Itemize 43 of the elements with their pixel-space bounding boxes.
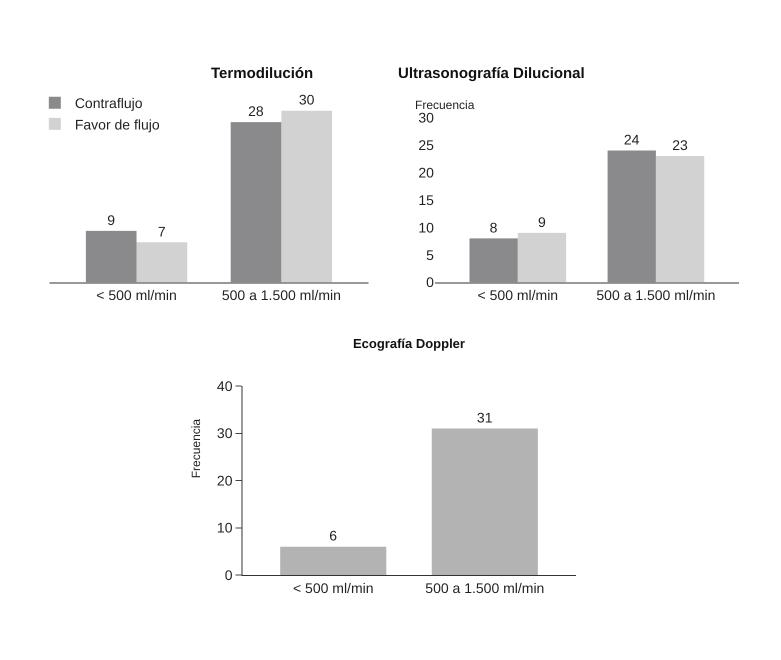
bar <box>136 242 188 282</box>
y-tick-label: 20 <box>216 472 233 488</box>
data-label: 8 <box>490 219 498 236</box>
y-tick-label: 0 <box>426 274 434 290</box>
bar <box>518 232 566 282</box>
y-tick-label: 25 <box>418 136 434 153</box>
data-label: 24 <box>624 132 640 148</box>
x-tick-label: 500 a 1.500 ml/min <box>425 580 544 596</box>
data-label: 6 <box>329 528 338 544</box>
y-tick-label: 30 <box>216 425 233 442</box>
y-tick-label: 40 <box>216 378 233 394</box>
bar <box>281 110 332 282</box>
data-label: 9 <box>107 212 116 228</box>
data-label: 28 <box>248 103 264 120</box>
data-label: 31 <box>476 410 493 426</box>
chart-title: Ecografía Doppler <box>353 336 465 351</box>
y-tick-label: 15 <box>418 192 434 208</box>
x-tick-label: < 500 ml/min <box>292 580 374 596</box>
legend-label: Favor de flujo <box>74 116 160 132</box>
data-label: 7 <box>158 223 166 240</box>
bar <box>86 230 137 282</box>
data-label: 9 <box>538 214 546 230</box>
x-tick-label: 500 a 1.500 ml/min <box>222 287 341 304</box>
bar <box>230 122 282 282</box>
x-tick-label: < 500 ml/min <box>478 287 558 304</box>
data-label: 23 <box>672 137 688 154</box>
bar <box>608 150 656 282</box>
data-label: 30 <box>298 92 315 108</box>
y-tick-label: 5 <box>426 246 434 263</box>
x-tick-label: < 500 ml/min <box>96 287 177 304</box>
y-axis-title: Frecuencia <box>415 98 475 112</box>
y-tick-label: 0 <box>224 567 233 583</box>
legend-label: Contraflujo <box>74 95 143 112</box>
x-tick-label: 500 a 1.500 ml/min <box>596 287 716 304</box>
y-tick-label: 10 <box>216 520 233 536</box>
chart-title: Termodilución <box>211 65 314 82</box>
y-tick-label: 10 <box>418 219 434 236</box>
bar <box>469 238 518 282</box>
y-axis-title: Frecuencia <box>189 418 204 478</box>
y-tick-label: 20 <box>418 164 434 180</box>
y-tick-label: 30 <box>418 110 434 126</box>
chart-title: Ultrasonografía Dilucional <box>398 65 585 82</box>
bar <box>656 156 704 282</box>
